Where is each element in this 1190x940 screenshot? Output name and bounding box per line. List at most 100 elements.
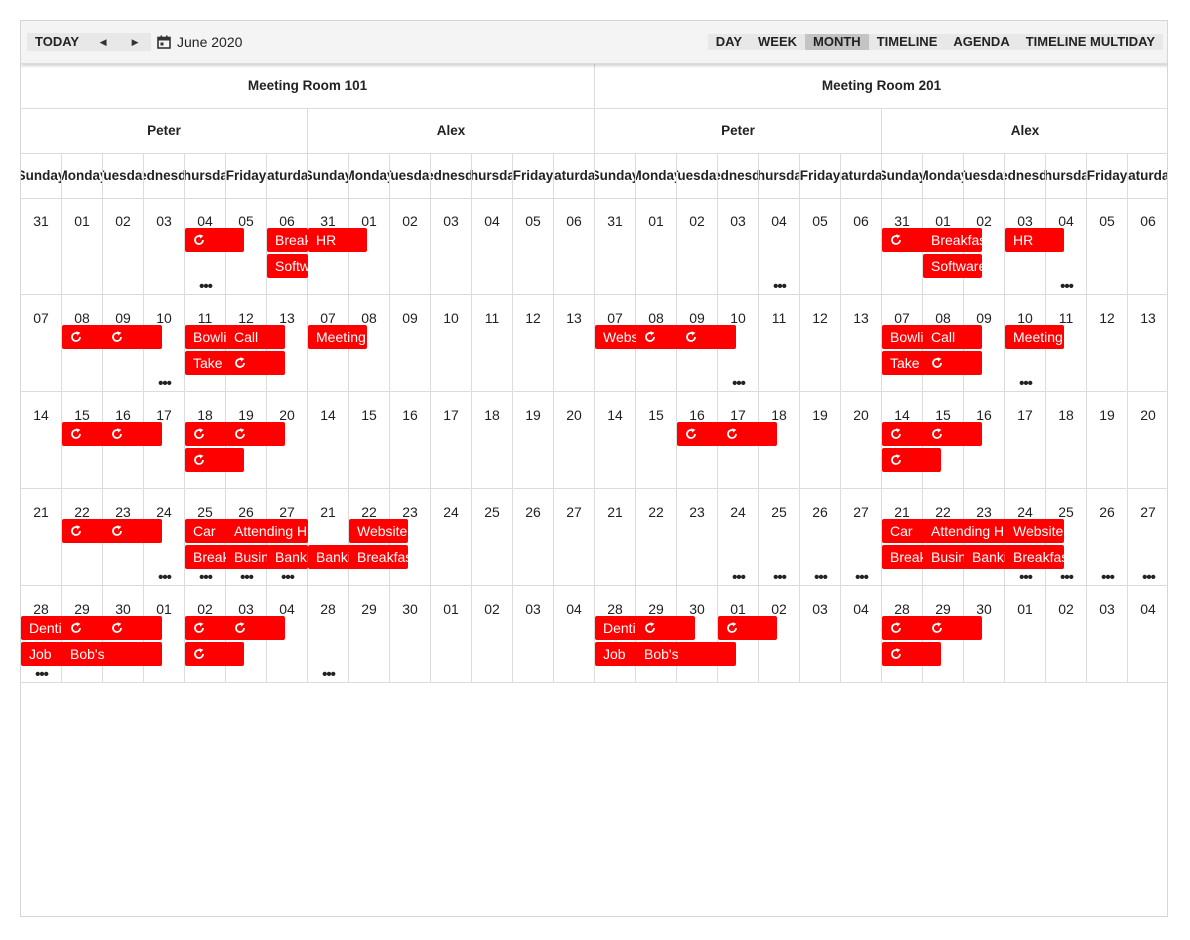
today-button[interactable]: TODAY (35, 34, 80, 49)
day-cell[interactable]: 03 (718, 198, 759, 294)
appointment[interactable]: Breakfast (923, 228, 982, 252)
appointment[interactable] (226, 616, 285, 640)
more-appointments-button[interactable]: ••• (773, 278, 787, 295)
day-cell[interactable]: 02 (472, 586, 513, 682)
day-cell[interactable]: 12 (513, 295, 554, 391)
day-cell[interactable]: 04 (1046, 198, 1087, 294)
day-cell[interactable]: 25 (472, 489, 513, 585)
day-cell[interactable]: 23 (677, 489, 718, 585)
more-appointments-button[interactable]: ••• (1101, 569, 1115, 586)
day-cell[interactable]: 24 (144, 489, 185, 585)
appointment[interactable]: Call (226, 325, 285, 349)
appointment[interactable]: HR (308, 228, 367, 252)
appointment[interactable]: Website (1005, 519, 1064, 543)
appointment[interactable] (718, 616, 777, 640)
day-cell[interactable]: 17 (1005, 392, 1046, 488)
day-cell[interactable]: 19 (513, 392, 554, 488)
day-cell[interactable]: 05 (800, 198, 841, 294)
day-cell[interactable]: 11 (759, 295, 800, 391)
day-cell[interactable]: 01 (1005, 586, 1046, 682)
day-cell[interactable]: 03 (144, 198, 185, 294)
more-appointments-button[interactable]: ••• (281, 569, 295, 586)
day-cell[interactable]: 05 (1087, 198, 1128, 294)
view-timeline-button[interactable]: TIMELINE (876, 34, 938, 49)
day-cell[interactable]: 21 (308, 489, 349, 585)
day-cell[interactable]: 10 (431, 295, 472, 391)
view-agenda-button[interactable]: AGENDA (953, 34, 1010, 49)
appointment[interactable]: Software (923, 254, 982, 278)
day-cell[interactable]: 03 (800, 586, 841, 682)
day-cell[interactable]: 12 (1087, 295, 1128, 391)
appointment[interactable] (226, 351, 285, 375)
appointment[interactable] (103, 422, 162, 446)
day-cell[interactable]: 13 (554, 295, 595, 391)
appointment[interactable] (677, 325, 736, 349)
day-cell[interactable]: 18 (759, 392, 800, 488)
day-cell[interactable]: 04 (759, 198, 800, 294)
appointment[interactable]: Website (349, 519, 408, 543)
day-cell[interactable]: 04 (841, 586, 882, 682)
appointment[interactable]: Software (267, 254, 308, 278)
day-cell[interactable]: 19 (800, 392, 841, 488)
day-cell[interactable]: 02 (759, 586, 800, 682)
more-appointments-button[interactable]: ••• (199, 278, 213, 295)
more-appointments-button[interactable]: ••• (732, 375, 746, 392)
appointment[interactable]: Bob's (636, 642, 736, 666)
day-cell[interactable]: 26 (800, 489, 841, 585)
more-appointments-button[interactable]: ••• (855, 569, 869, 586)
day-cell[interactable]: 11 (472, 295, 513, 391)
more-appointments-button[interactable]: ••• (1019, 569, 1033, 586)
day-cell[interactable]: 11 (1046, 295, 1087, 391)
day-cell[interactable]: 02 (964, 198, 1005, 294)
day-cell[interactable]: 30 (390, 586, 431, 682)
day-cell[interactable]: 04 (1128, 586, 1167, 682)
day-cell[interactable]: 04 (472, 198, 513, 294)
appointment[interactable] (103, 325, 162, 349)
day-cell[interactable]: 02 (677, 198, 718, 294)
day-cell[interactable]: 01 (144, 586, 185, 682)
day-cell[interactable]: 12 (800, 295, 841, 391)
appointment[interactable]: Attending HR (226, 519, 308, 543)
appointment[interactable] (923, 616, 982, 640)
day-cell[interactable]: 10 (144, 295, 185, 391)
day-cell[interactable]: 06 (841, 198, 882, 294)
day-cell[interactable]: 21 (595, 489, 636, 585)
day-cell[interactable]: 20 (554, 392, 595, 488)
view-month-button[interactable]: MONTH (805, 34, 869, 50)
day-cell[interactable]: 30 (677, 586, 718, 682)
more-appointments-button[interactable]: ••• (199, 569, 213, 586)
day-cell[interactable]: 15 (349, 392, 390, 488)
day-cell[interactable]: 23 (390, 489, 431, 585)
day-cell[interactable]: 21 (21, 489, 62, 585)
appointment[interactable]: HR (1005, 228, 1064, 252)
appointment[interactable] (103, 616, 162, 640)
day-cell[interactable]: 18 (472, 392, 513, 488)
day-cell[interactable]: 13 (841, 295, 882, 391)
day-cell[interactable]: 13 (267, 295, 308, 391)
day-cell[interactable]: 01 (636, 198, 677, 294)
appointment[interactable] (923, 422, 982, 446)
appointment[interactable]: Breakfast (349, 545, 408, 569)
day-cell[interactable]: 27 (1128, 489, 1167, 585)
day-cell[interactable]: 31 (595, 198, 636, 294)
day-cell[interactable]: 26 (1087, 489, 1128, 585)
appointment[interactable] (185, 448, 244, 472)
day-cell[interactable]: 05 (513, 198, 554, 294)
date-selector[interactable]: June 2020 (157, 34, 242, 50)
day-cell[interactable]: 13 (1128, 295, 1167, 391)
day-cell[interactable]: 02 (390, 198, 431, 294)
day-cell[interactable]: 20 (1128, 392, 1167, 488)
day-cell[interactable]: 02 (1046, 586, 1087, 682)
day-cell[interactable]: 06 (1128, 198, 1167, 294)
appointment[interactable] (923, 351, 982, 375)
appointment[interactable]: Breakfast (1005, 545, 1064, 569)
appointment[interactable] (185, 642, 244, 666)
day-cell[interactable]: 22 (636, 489, 677, 585)
appointment[interactable] (882, 448, 941, 472)
appointment[interactable]: Breakfast (267, 228, 308, 252)
appointment[interactable]: Bob's (62, 642, 162, 666)
day-cell[interactable]: 03 (431, 198, 472, 294)
day-cell[interactable]: 30 (964, 586, 1005, 682)
day-cell[interactable]: 14 (595, 392, 636, 488)
appointment[interactable]: Meeting (308, 325, 367, 349)
